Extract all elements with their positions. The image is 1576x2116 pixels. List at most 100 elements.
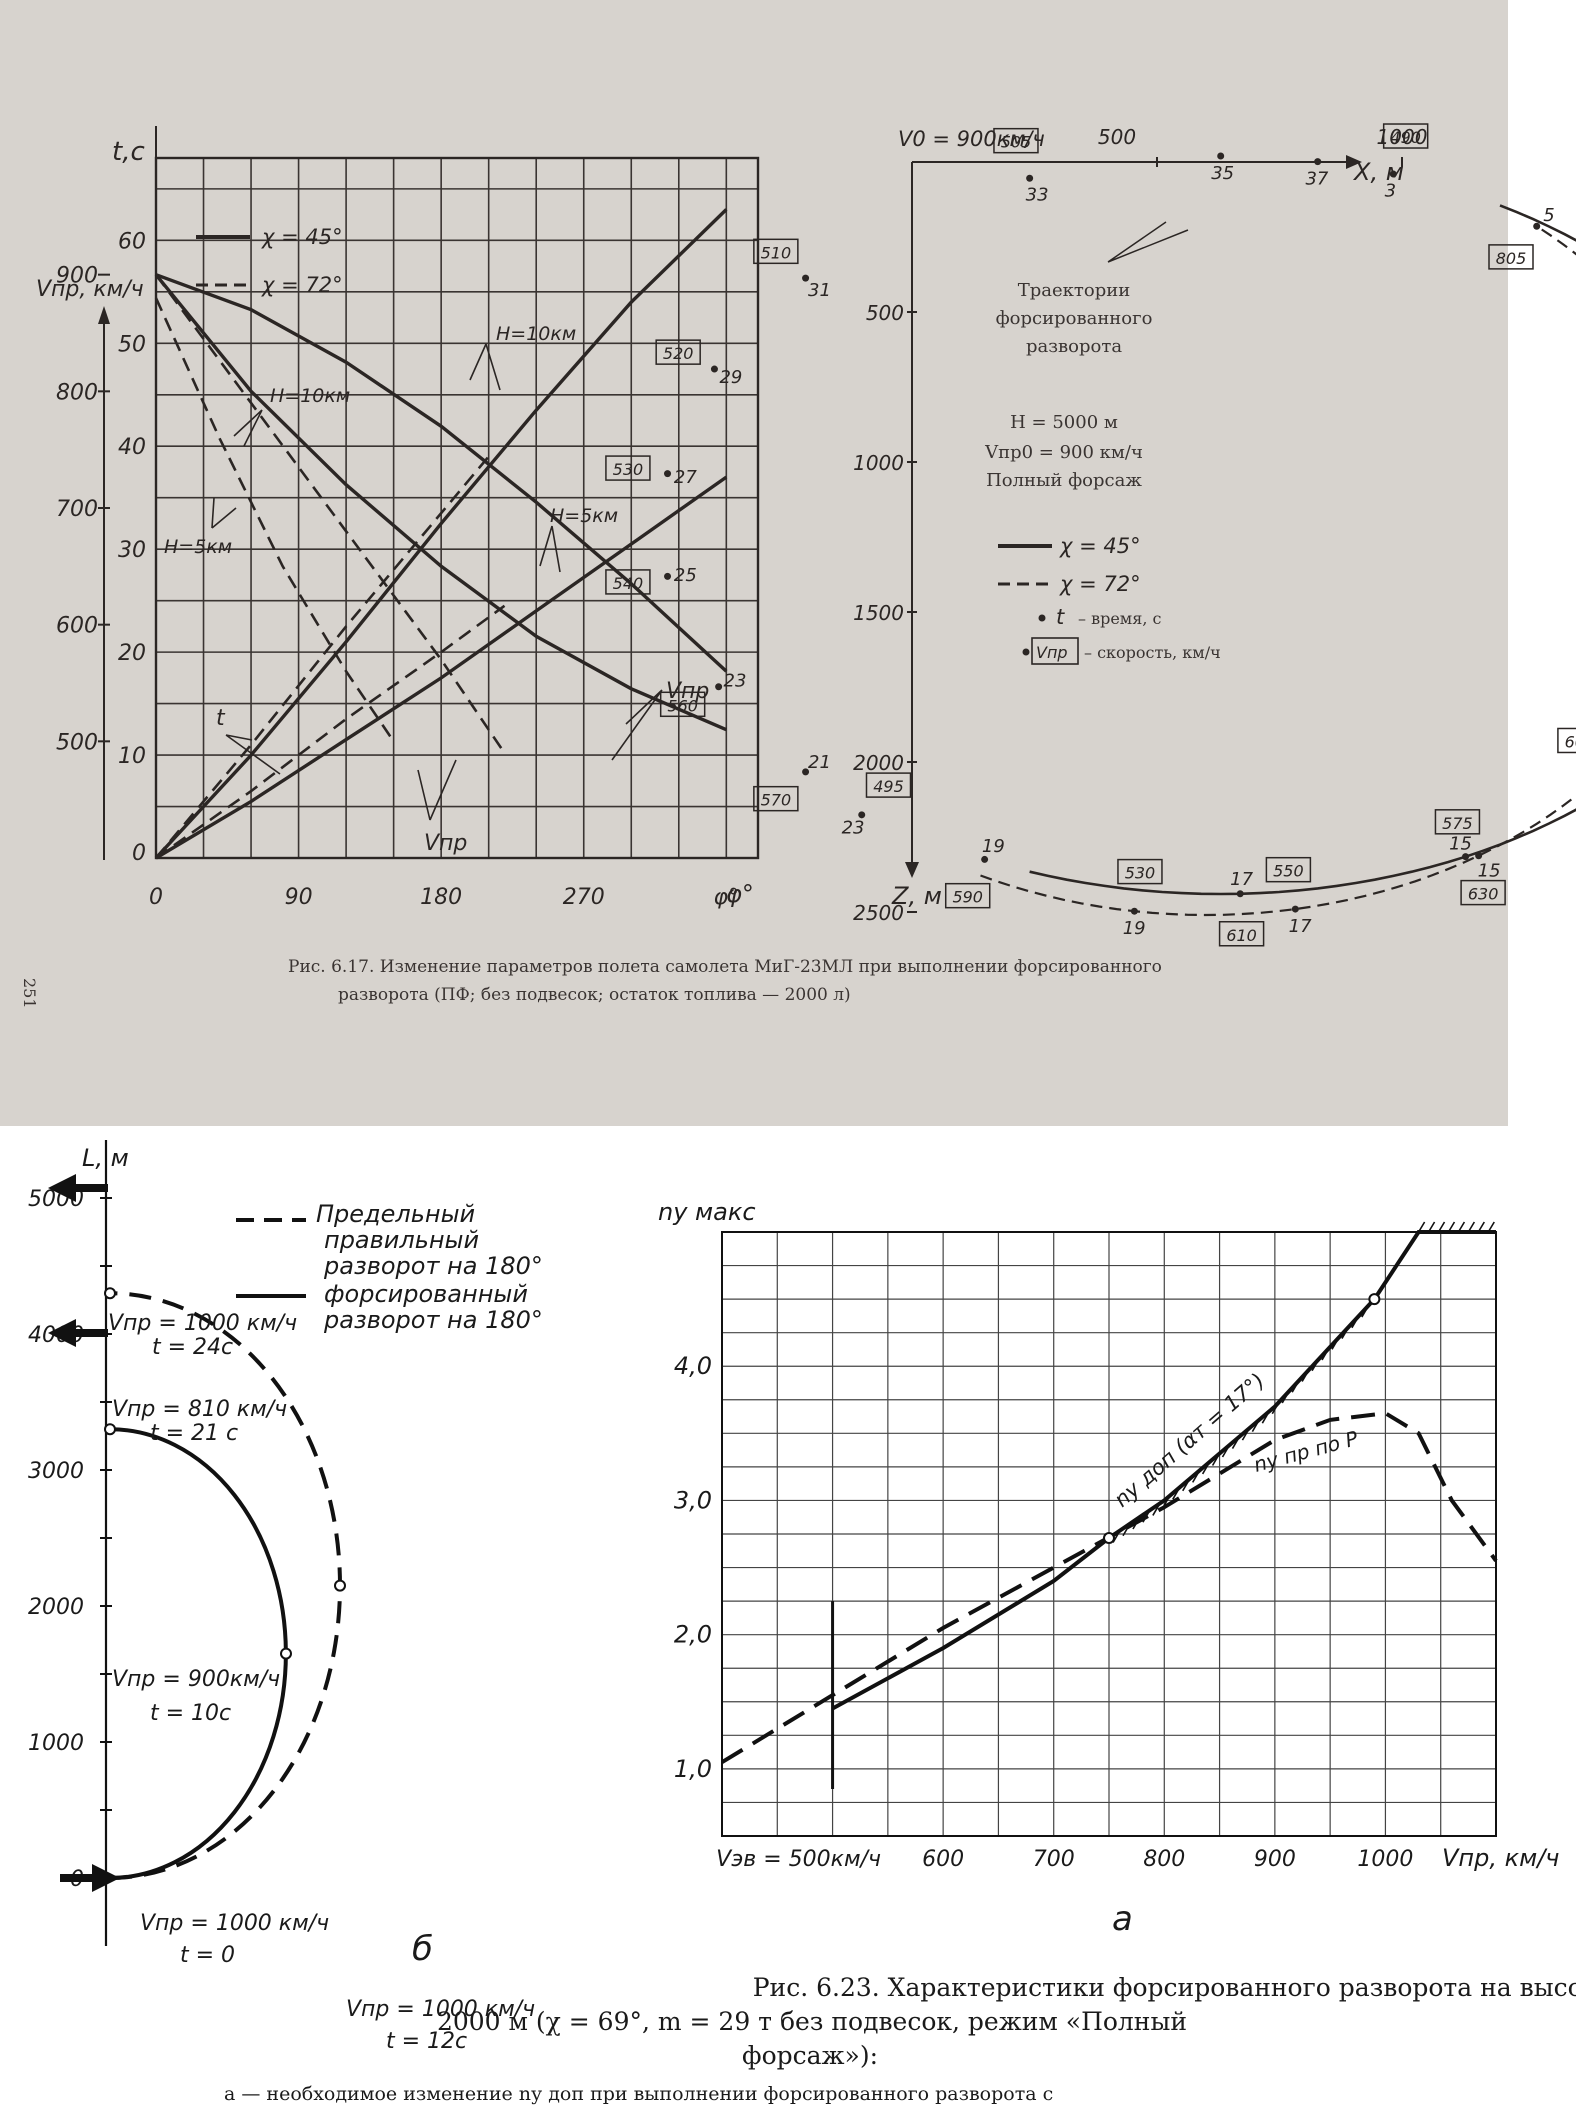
label-h10-t: H=10км <box>496 323 576 345</box>
legend-solid-label: χ = 45° <box>261 225 343 249</box>
z-tick-label: 500 <box>866 301 904 325</box>
speed-box <box>1434 809 1481 835</box>
point-label-t: t = 21 с <box>150 1421 238 1446</box>
time-label: 37 <box>1305 168 1328 189</box>
series-line <box>154 297 395 743</box>
tick-label-phi: 90 <box>285 885 313 910</box>
point-label-t: t = 12с <box>386 2029 467 2054</box>
time-dot <box>802 768 810 776</box>
speed-box <box>1218 921 1265 947</box>
turn-marker <box>104 1287 116 1300</box>
condition-h: H = 5000 м <box>1010 412 1118 433</box>
legend2-solid-label: χ = 45° <box>1059 534 1141 558</box>
time-dot <box>1236 890 1244 898</box>
speed-box <box>753 238 799 265</box>
x-tick-label: 1000 <box>1377 125 1428 149</box>
label-h10-v: H=10км <box>270 385 350 407</box>
x-tick-label: 500 <box>1098 125 1136 149</box>
aircraft-icon <box>60 1864 120 1892</box>
legend3-solid-2: разворот на 180° <box>323 1306 543 1334</box>
time-dot <box>1314 158 1322 166</box>
point-label-t: t = 0 <box>180 1943 235 1968</box>
z-tick-label: 2500 <box>853 901 904 925</box>
speed-label: 530 <box>613 460 644 479</box>
speed-box <box>1265 856 1312 883</box>
time-label: 29 <box>719 367 742 388</box>
axis-label-l: L, м <box>82 1144 129 1172</box>
chart-623-b-annotations: Vпр = 1000 км/ч t = 0 Vпр = 1000 км/ч t = 1… <box>48 1174 535 2054</box>
speed-label: 560 <box>667 696 698 715</box>
point-label-v: Vпр = 900км/ч <box>112 1667 280 1692</box>
point-label-t: t = 24с <box>152 1335 233 1360</box>
speed-box <box>1117 858 1163 885</box>
time-label: 25 <box>674 565 697 586</box>
turn-marker <box>280 1647 292 1660</box>
tick-label-v: 700 <box>56 497 98 522</box>
chart-623-b-axis: 010002000300040005000 <box>28 1140 112 1946</box>
speed-label: 490 <box>1390 128 1421 147</box>
speed-box <box>1488 244 1534 270</box>
l-tick-label: 1000 <box>28 1731 84 1756</box>
tick-label-v: 600 <box>56 614 98 639</box>
tick-label-t: 60 <box>118 229 146 254</box>
turn-marker <box>334 1579 346 1592</box>
tick-label-v: 500 <box>56 730 98 755</box>
axis-label-vpr: Vпр, км/ч <box>36 277 144 302</box>
tick-label-phi: 0 <box>149 885 163 910</box>
legend3-dashed-3: разворот на 180° <box>323 1252 543 1280</box>
legend2-t-text: – время, с <box>1078 609 1162 628</box>
time-label: 17 <box>1230 869 1253 890</box>
chart-623-b-curves <box>104 1287 346 1880</box>
chart-617-right-axes: 500100015005001000150020002500 <box>853 125 1428 925</box>
label-v0: V0 = 900км/ч <box>898 127 1045 151</box>
trajectory-leader <box>1107 221 1189 263</box>
trajectory-line <box>980 225 1576 917</box>
series-line <box>155 604 506 860</box>
speed-label: 550 <box>1273 862 1304 881</box>
time-dot <box>1130 907 1138 915</box>
trajectory-title-2: форсированного <box>996 308 1153 329</box>
legend2-box <box>1031 637 1079 665</box>
time-dot <box>664 572 672 580</box>
panel-letter-a: а <box>1112 1899 1133 1939</box>
speed-label: 600 <box>1565 732 1576 751</box>
tick-label-v: 600 <box>922 1847 964 1872</box>
speed-label: 520 <box>663 344 694 363</box>
axis-label-phi: φ° <box>726 880 754 908</box>
chart-623-a: 1,0 2,0 3,0 4,0 Vэв = 500км/ч 600 700 800 900 100… <box>658 1198 1559 1939</box>
chart-623-a-curves <box>720 1221 1498 1790</box>
chart-frame <box>154 156 760 860</box>
chart-617-left-grid <box>98 126 760 860</box>
z-tick-label: 2000 <box>853 751 904 775</box>
legend3-dashed-1: Предельный <box>316 1200 475 1228</box>
time-dot <box>1217 152 1225 160</box>
series-line <box>154 208 728 860</box>
label-h5-v: H=5км <box>164 536 232 558</box>
v-axis-arrow <box>98 306 110 324</box>
time-dot <box>1533 222 1541 230</box>
speed-box <box>865 772 912 798</box>
axis-label-ny: nу макс <box>658 1198 756 1226</box>
point-label-v: Vпр = 1000 км/ч <box>140 1911 329 1936</box>
curve-marker <box>1103 1532 1115 1545</box>
tick-label-v: 900 <box>56 264 98 289</box>
speed-label: 505 <box>1001 133 1032 152</box>
speed-label: 540 <box>613 574 644 593</box>
tick-label-t: 30 <box>118 538 146 563</box>
tick-label-v: 700 <box>1033 1847 1075 1872</box>
point-label-t: t = 10с <box>150 1701 231 1726</box>
label-vpr-right: Vпр <box>666 679 709 704</box>
legend2-dot <box>1038 614 1046 622</box>
chart-623-b: 010002000300040005000 L, м Предельный пр… <box>28 1140 543 2054</box>
tick-label-phi: 180 <box>420 885 462 910</box>
time-dot <box>1291 905 1299 913</box>
speed-box <box>944 882 991 909</box>
time-label: 17 <box>1289 916 1312 937</box>
tick-label-v: 1000 <box>1357 1847 1413 1872</box>
time-dot <box>802 274 810 282</box>
series-line <box>155 273 728 673</box>
l-tick-label: 2000 <box>28 1595 84 1620</box>
point-label-v: Vпр = 1000 км/ч <box>108 1311 297 1336</box>
